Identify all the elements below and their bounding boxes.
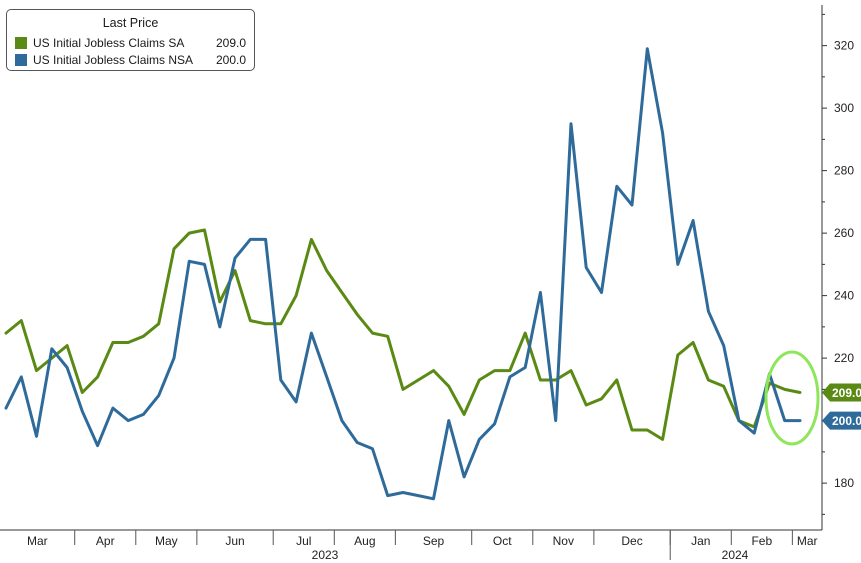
legend-label-nsa: US Initial Jobless Claims NSA bbox=[33, 53, 194, 67]
legend-title: Last Price bbox=[102, 16, 159, 30]
series-layer bbox=[4, 47, 802, 501]
series-line-sa bbox=[4, 228, 802, 441]
y-tick-label: 240 bbox=[834, 289, 854, 303]
y-tick-label: 220 bbox=[834, 351, 854, 365]
legend-value-nsa: 200.0 bbox=[215, 53, 246, 67]
x-tick-label: Oct bbox=[493, 534, 512, 548]
x-tick-label: Aug bbox=[354, 534, 375, 548]
x-tick-label: Apr bbox=[96, 534, 115, 548]
legend-item-sa: US Initial Jobless Claims SA 209.0 bbox=[15, 35, 246, 51]
x-tick-label: Nov bbox=[553, 534, 574, 548]
last-value-tags: 209.0 200.0 bbox=[822, 383, 861, 430]
last-value-tag-label: 209.0 bbox=[832, 386, 861, 400]
legend-swatch-sa bbox=[15, 37, 27, 49]
x-tick-label: Mar bbox=[27, 534, 48, 548]
x-tick-label: Jun bbox=[225, 534, 244, 548]
highlight-circle bbox=[764, 350, 820, 446]
y-tick-label: 280 bbox=[834, 164, 854, 178]
x-tick-label: Jan bbox=[691, 534, 710, 548]
x-tick-label: Dec bbox=[621, 534, 642, 548]
x-year-label: 2023 bbox=[312, 548, 339, 562]
legend-item-nsa: US Initial Jobless Claims NSA 200.0 bbox=[15, 52, 246, 68]
y-axis: 180200220240260280300320 bbox=[821, 5, 854, 530]
legend-swatch-nsa bbox=[15, 54, 27, 66]
y-tick-label: 180 bbox=[834, 476, 854, 490]
chart-legend: Last Price US Initial Jobless Claims SA … bbox=[6, 9, 255, 71]
last-value-tag-nsa: 200.0 bbox=[822, 411, 861, 430]
annotation-layer bbox=[764, 350, 820, 446]
x-year-label: 2024 bbox=[722, 548, 749, 562]
last-value-tag-bg bbox=[822, 383, 861, 402]
y-tick-label: 320 bbox=[834, 39, 854, 53]
legend-label-sa: US Initial Jobless Claims SA bbox=[33, 36, 185, 50]
x-tick-label: Sep bbox=[423, 534, 445, 548]
x-tick-label: May bbox=[155, 534, 178, 548]
last-value-tag-label: 200.0 bbox=[832, 414, 861, 428]
x-tick-label: Feb bbox=[751, 534, 772, 548]
last-value-tag-sa: 209.0 bbox=[822, 383, 861, 402]
x-axis: Mar Apr May Jun Jul Aug Sep Oct Nov Dec Jan Feb Mar 2… bbox=[0, 529, 822, 562]
x-tick-label: Mar bbox=[797, 534, 818, 548]
y-tick-label: 300 bbox=[834, 101, 854, 115]
legend-value-sa: 209.0 bbox=[215, 36, 246, 50]
last-value-tag-bg bbox=[822, 411, 861, 430]
x-tick-label: Jul bbox=[296, 534, 311, 548]
series-line-nsa bbox=[4, 47, 802, 501]
y-tick-label: 260 bbox=[834, 226, 854, 240]
